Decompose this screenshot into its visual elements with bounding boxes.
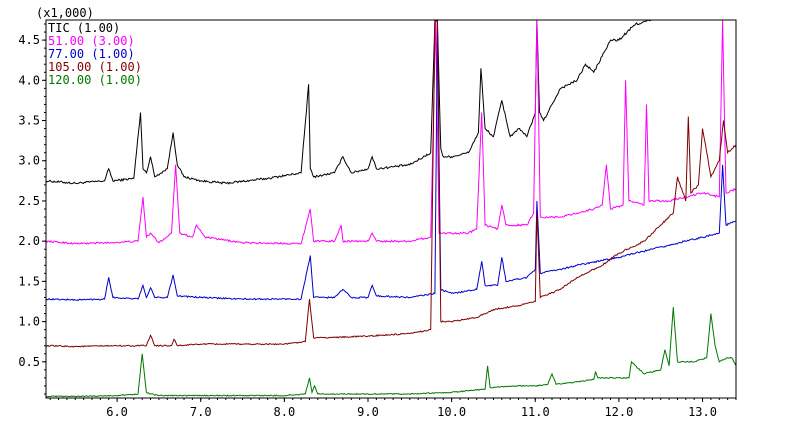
legend-entry-4: 120.00 (1.00) xyxy=(48,73,142,87)
series-line-1 xyxy=(45,19,737,245)
series-line-3 xyxy=(45,18,737,348)
x-tick-label-5: 11.0 xyxy=(521,405,550,419)
x-tick-label-4: 10.0 xyxy=(437,405,466,419)
legend-entry-2: 77.00 (1.00) xyxy=(48,47,135,61)
legend-entry-3: 105.00 (1.00) xyxy=(48,60,142,74)
x-tick-label-7: 13.0 xyxy=(688,405,717,419)
x-axis: 6.0 7.0 8.0 9.0 10.0 11.0 12.0 13.0 xyxy=(49,398,737,419)
series-line-4 xyxy=(45,307,737,398)
series-line-2 xyxy=(45,19,737,301)
y-multiplier-label: (x1,000) xyxy=(36,6,94,20)
plot-background xyxy=(46,20,736,398)
x-tick-label-6: 12.0 xyxy=(604,405,633,419)
y-tick-label-6: 3.5 xyxy=(18,114,40,128)
x-tick-label-1: 7.0 xyxy=(190,405,212,419)
x-tick-label-2: 8.0 xyxy=(274,405,296,419)
y-tick-label-5: 3.0 xyxy=(18,154,40,168)
x-tick-label-3: 9.0 xyxy=(357,405,379,419)
y-tick-label-8: 4.5 xyxy=(18,33,40,47)
y-tick-label-4: 2.5 xyxy=(18,194,40,208)
y-tick-label-7: 4.0 xyxy=(18,73,40,87)
y-tick-label-3: 2.0 xyxy=(18,234,40,248)
y-tick-label-2: 1.5 xyxy=(18,274,40,288)
legend-entry-1: 51.00 (3.00) xyxy=(48,34,135,48)
x-tick-label-0: 6.0 xyxy=(106,405,128,419)
y-tick-label-1: 1.0 xyxy=(18,315,40,329)
series-layer xyxy=(45,18,737,398)
legend-entry-0: TIC (1.00) xyxy=(48,21,120,35)
legend: TIC (1.00)51.00 (3.00)77.00 (1.00)105.00… xyxy=(48,21,142,87)
y-axis: 0.5 1.0 1.5 2.0 2.5 3.0 3.5 4.0 4.5 xyxy=(18,23,46,395)
series-line-0 xyxy=(45,19,653,185)
y-tick-label-0: 0.5 xyxy=(18,355,40,369)
